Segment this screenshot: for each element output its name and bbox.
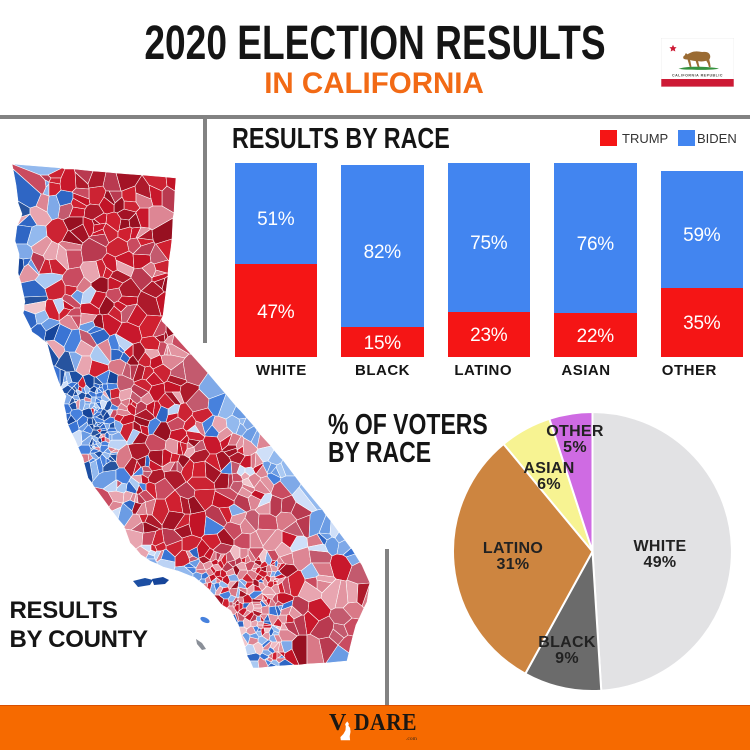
svg-text:CALIFORNIA REPUBLIC: CALIFORNIA REPUBLIC xyxy=(672,73,723,77)
